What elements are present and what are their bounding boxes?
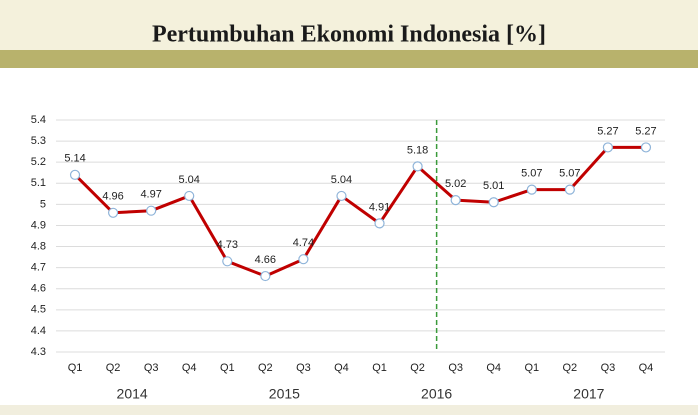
header-bar <box>0 50 698 68</box>
data-label: 5.27 <box>635 125 656 137</box>
y-tick-label: 4.4 <box>31 325 46 337</box>
data-label: 4.74 <box>293 237 314 249</box>
x-tick-label: Q2 <box>106 362 121 374</box>
marker <box>260 270 271 282</box>
data-label: 4.91 <box>369 201 390 213</box>
x-tick-label: Q1 <box>372 362 387 374</box>
y-tick-label: 5 <box>40 198 46 210</box>
y-tick-label: 4.5 <box>31 304 46 316</box>
data-label: 4.96 <box>102 191 123 203</box>
marker <box>69 169 81 180</box>
data-label: 5.27 <box>597 125 618 137</box>
x-group-label: 2014 <box>117 386 148 402</box>
x-tick-label: Q3 <box>296 362 311 374</box>
x-tick-label: Q1 <box>68 362 83 374</box>
marker <box>602 142 614 153</box>
marker <box>526 184 537 195</box>
line <box>73 145 646 278</box>
data-label: 5.02 <box>445 178 466 190</box>
y-tick-label: 4.6 <box>31 283 46 295</box>
x-tick-label: Q4 <box>182 362 197 374</box>
y-tick-label: 4.7 <box>31 262 46 274</box>
y-tick-label: 5.3 <box>31 135 46 147</box>
y-tick-label: 5.2 <box>31 156 46 168</box>
data-label: 4.73 <box>217 239 238 251</box>
data-label: 5.04 <box>331 174 352 186</box>
chart-title: Pertumbuhan Ekonomi Indonesia [%] <box>152 22 546 48</box>
marker <box>146 205 157 216</box>
marker <box>222 256 233 267</box>
marker <box>488 197 499 208</box>
y-tick-label: 5.4 <box>31 114 46 126</box>
x-tick-label: Q3 <box>448 362 463 374</box>
data-label: 5.07 <box>521 168 542 180</box>
data-label: 5.07 <box>559 168 580 180</box>
footer-band <box>0 405 698 415</box>
marker <box>412 161 423 172</box>
marker <box>374 218 385 229</box>
data-label: 5.01 <box>483 180 504 192</box>
marker <box>184 190 195 202</box>
x-tick-label: Q1 <box>524 362 539 374</box>
data-label: 5.04 <box>179 174 200 186</box>
marker <box>336 190 347 202</box>
x-group-label: 2016 <box>421 386 452 402</box>
x-tick-label: Q3 <box>601 362 616 374</box>
data-label: 5.14 <box>64 153 85 165</box>
x-tick-label: Q2 <box>410 362 425 374</box>
data-label: 4.66 <box>255 254 276 266</box>
x-group-label: 2017 <box>573 386 604 402</box>
x-tick-label: Q3 <box>144 362 159 374</box>
x-group-label: 2015 <box>269 386 300 402</box>
y-tick-label: 4.8 <box>31 240 46 252</box>
y-tick-label: 5.1 <box>31 177 46 189</box>
header-band <box>0 0 698 50</box>
data-label: 5.18 <box>407 144 428 156</box>
marker <box>298 254 309 265</box>
data-label: 4.97 <box>140 189 161 201</box>
marker <box>107 207 119 218</box>
x-tick-label: Q4 <box>486 362 501 374</box>
x-tick-label: Q2 <box>563 362 578 374</box>
y-tick-label: 4.3 <box>31 346 46 358</box>
y-tick-label: 4.9 <box>31 219 46 231</box>
x-tick-label: Q4 <box>639 362 654 374</box>
plot-background <box>0 68 698 408</box>
x-tick-label: Q2 <box>258 362 273 374</box>
marker <box>564 184 575 195</box>
x-tick-label: Q1 <box>220 362 235 374</box>
marker <box>450 195 461 206</box>
x-tick-label: Q4 <box>334 362 349 374</box>
marker <box>640 142 652 153</box>
